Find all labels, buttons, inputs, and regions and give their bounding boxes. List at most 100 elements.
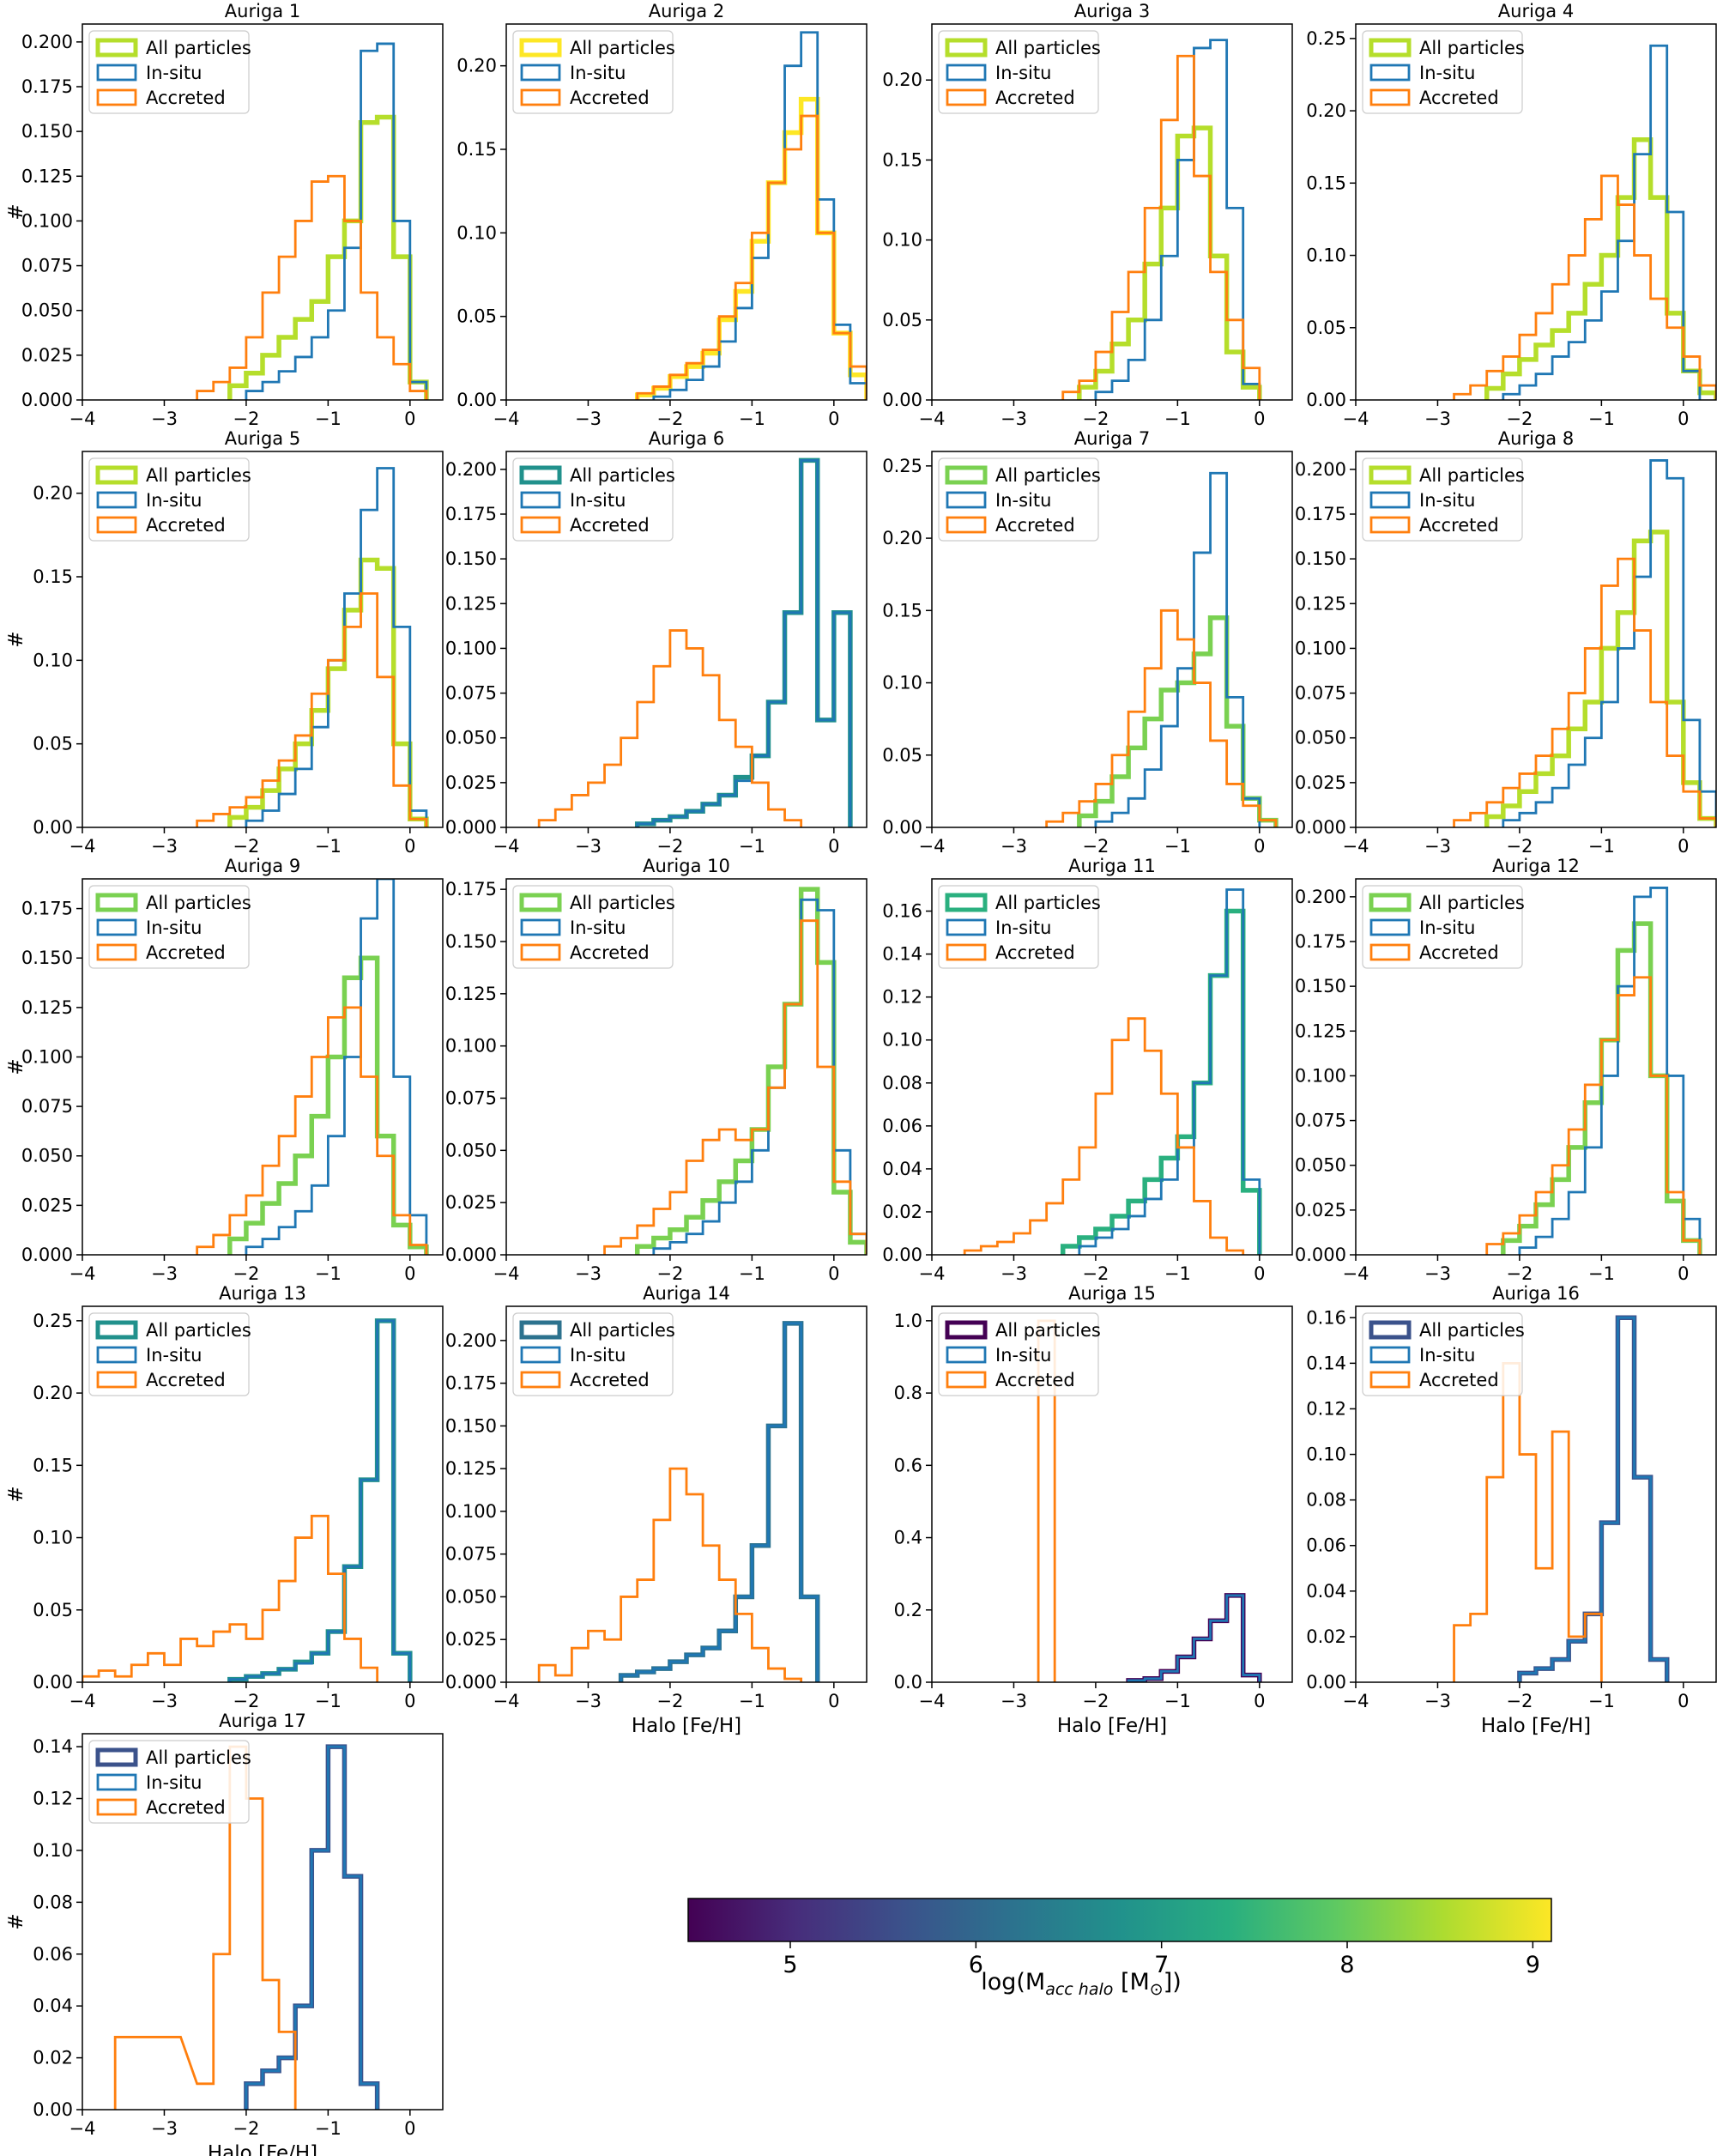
legend-swatch [1369, 918, 1411, 936]
legend-label: In-situ [146, 918, 202, 938]
y-tick-label: 0.20 [882, 70, 922, 90]
legend-label: In-situ [995, 1345, 1051, 1366]
legend: All particles In-situ Accreted [1362, 1312, 1525, 1396]
legend-swatch [946, 918, 987, 936]
x-tick-label: −4 [493, 409, 520, 429]
legend-swatch [95, 38, 138, 58]
axes-frame [82, 23, 444, 401]
panel-title: Auriga 3 [1074, 1, 1150, 21]
x-tick-label: −3 [1001, 836, 1027, 857]
legend-swatch [520, 918, 561, 936]
y-tick-label: 0.100 [1295, 638, 1346, 658]
x-tick-label: 0 [828, 836, 839, 857]
x-axis-label: Halo [Fe/H] [1057, 1715, 1167, 1737]
x-tick-label: −4 [70, 836, 96, 857]
legend-swatch [520, 88, 561, 106]
legend-swatch [520, 943, 561, 961]
x-tick-label: −3 [151, 1691, 178, 1711]
legend-swatch [96, 918, 137, 936]
histograms [1045, 471, 1279, 827]
hist-insitu [245, 42, 428, 400]
y-tick-label: 0.10 [882, 230, 922, 251]
colorbar-ticks: 5 6 7 8 9 [783, 1941, 1540, 1978]
x-tick-label: −2 [233, 409, 259, 429]
x-tick-label: −3 [1001, 1263, 1027, 1284]
legend-frame [88, 457, 250, 542]
y-tick-label: 0.175 [445, 504, 497, 524]
legend-swatch [1369, 465, 1412, 485]
legend-swatch [945, 38, 988, 58]
hist-insitu [1094, 39, 1261, 400]
y-tick-label: 0.00 [33, 817, 73, 838]
y-tick-label: 0.175 [1295, 931, 1346, 952]
y-tick-label: 0.10 [1306, 245, 1346, 266]
hist-insitu [1127, 1594, 1261, 1682]
y-tick-label: 0.025 [1295, 1200, 1346, 1220]
y-tick-label: 0.04 [1306, 1581, 1346, 1602]
y-tick-label: 0.12 [33, 1789, 73, 1809]
legend-swatch [519, 893, 562, 912]
hist-insitu [245, 467, 428, 827]
histograms [82, 1318, 413, 1682]
y-tick-label: 0.125 [1295, 593, 1346, 614]
legend-swatch [520, 1371, 561, 1389]
x-tick-label: −3 [575, 1691, 602, 1711]
y-tick-label: 0.075 [445, 1088, 497, 1109]
legend-frame [512, 885, 674, 969]
y-tick-label: 0.125 [445, 593, 497, 614]
y-tick-label: 0.000 [21, 1245, 73, 1265]
colorbar-tick-label: 5 [783, 1952, 797, 1978]
panel-auriga-4: Auriga 4 −4 −3 −2 −1 0 0.00 0.05 0.10 0.15 0.20 0.2… [1306, 1, 1717, 429]
legend-label: Accreted [146, 88, 226, 108]
legend: All particles In-situ Accreted [938, 457, 1101, 542]
y-axis-label: # [5, 203, 27, 220]
legend: All particles In-situ Accreted [88, 885, 251, 969]
hist-all-particles [227, 955, 429, 1255]
legend-swatch [520, 64, 561, 82]
x-tick-label: −3 [575, 409, 602, 429]
x-tick-label: −1 [739, 1263, 765, 1284]
x-tick-label: −3 [1424, 1263, 1451, 1284]
x-tick-label: −1 [1164, 836, 1191, 857]
y-axis-label: # [5, 1058, 27, 1075]
legend: All particles In-situ Accreted [512, 30, 675, 114]
y-tick-label: 0.02 [882, 1202, 922, 1222]
panel-title: Auriga 5 [225, 428, 300, 449]
y-tick-label: 0.05 [1306, 318, 1346, 338]
legend-label: All particles [146, 1320, 251, 1341]
y-tick-label: 0.150 [21, 948, 73, 968]
hist-insitu [1094, 471, 1261, 827]
legend: All particles In-situ Accreted [88, 1740, 251, 1824]
axes-frame [82, 1305, 444, 1683]
y-tick-label: 0.050 [445, 1586, 497, 1607]
y-tick-label: 0.000 [445, 1672, 497, 1693]
panel-title: Auriga 14 [643, 1283, 730, 1304]
panel-title: Auriga 13 [219, 1283, 306, 1304]
x-tick-label: −3 [151, 836, 178, 857]
histograms [1485, 887, 1702, 1255]
hist-insitu [652, 898, 867, 1255]
legend-label: All particles [995, 38, 1101, 58]
hist-all-particles [1484, 530, 1716, 827]
legend-label: Accreted [146, 1797, 226, 1818]
y-tick-label: 0.20 [1306, 100, 1346, 121]
panel-title: Auriga 11 [1068, 856, 1156, 876]
axes-frame [1355, 878, 1717, 1256]
y-tick-label: 0.200 [445, 1330, 497, 1351]
panel-title: Auriga 10 [643, 856, 730, 876]
x-tick-label: 0 [828, 1263, 839, 1284]
y-tick-label: 0.4 [894, 1528, 922, 1548]
legend-frame [88, 30, 250, 114]
legend-swatch [95, 465, 138, 485]
hist-accreted [537, 1467, 803, 1682]
y-tick-label: 0.16 [882, 901, 922, 922]
x-tick-label: −1 [315, 1691, 342, 1711]
x-tick-label: −4 [919, 1691, 946, 1711]
y-tick-label: 0.200 [21, 32, 73, 52]
x-tick-label: 0 [404, 2118, 415, 2139]
y-tick-label: 0.06 [1306, 1535, 1346, 1556]
legend-swatch [96, 1371, 137, 1389]
legend: All particles In-situ Accreted [512, 457, 675, 542]
x-tick-label: −1 [315, 1263, 342, 1284]
